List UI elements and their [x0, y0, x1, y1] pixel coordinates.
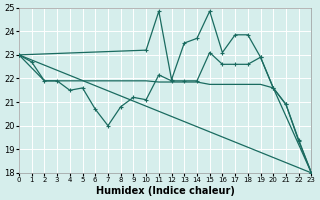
X-axis label: Humidex (Indice chaleur): Humidex (Indice chaleur) [96, 186, 235, 196]
